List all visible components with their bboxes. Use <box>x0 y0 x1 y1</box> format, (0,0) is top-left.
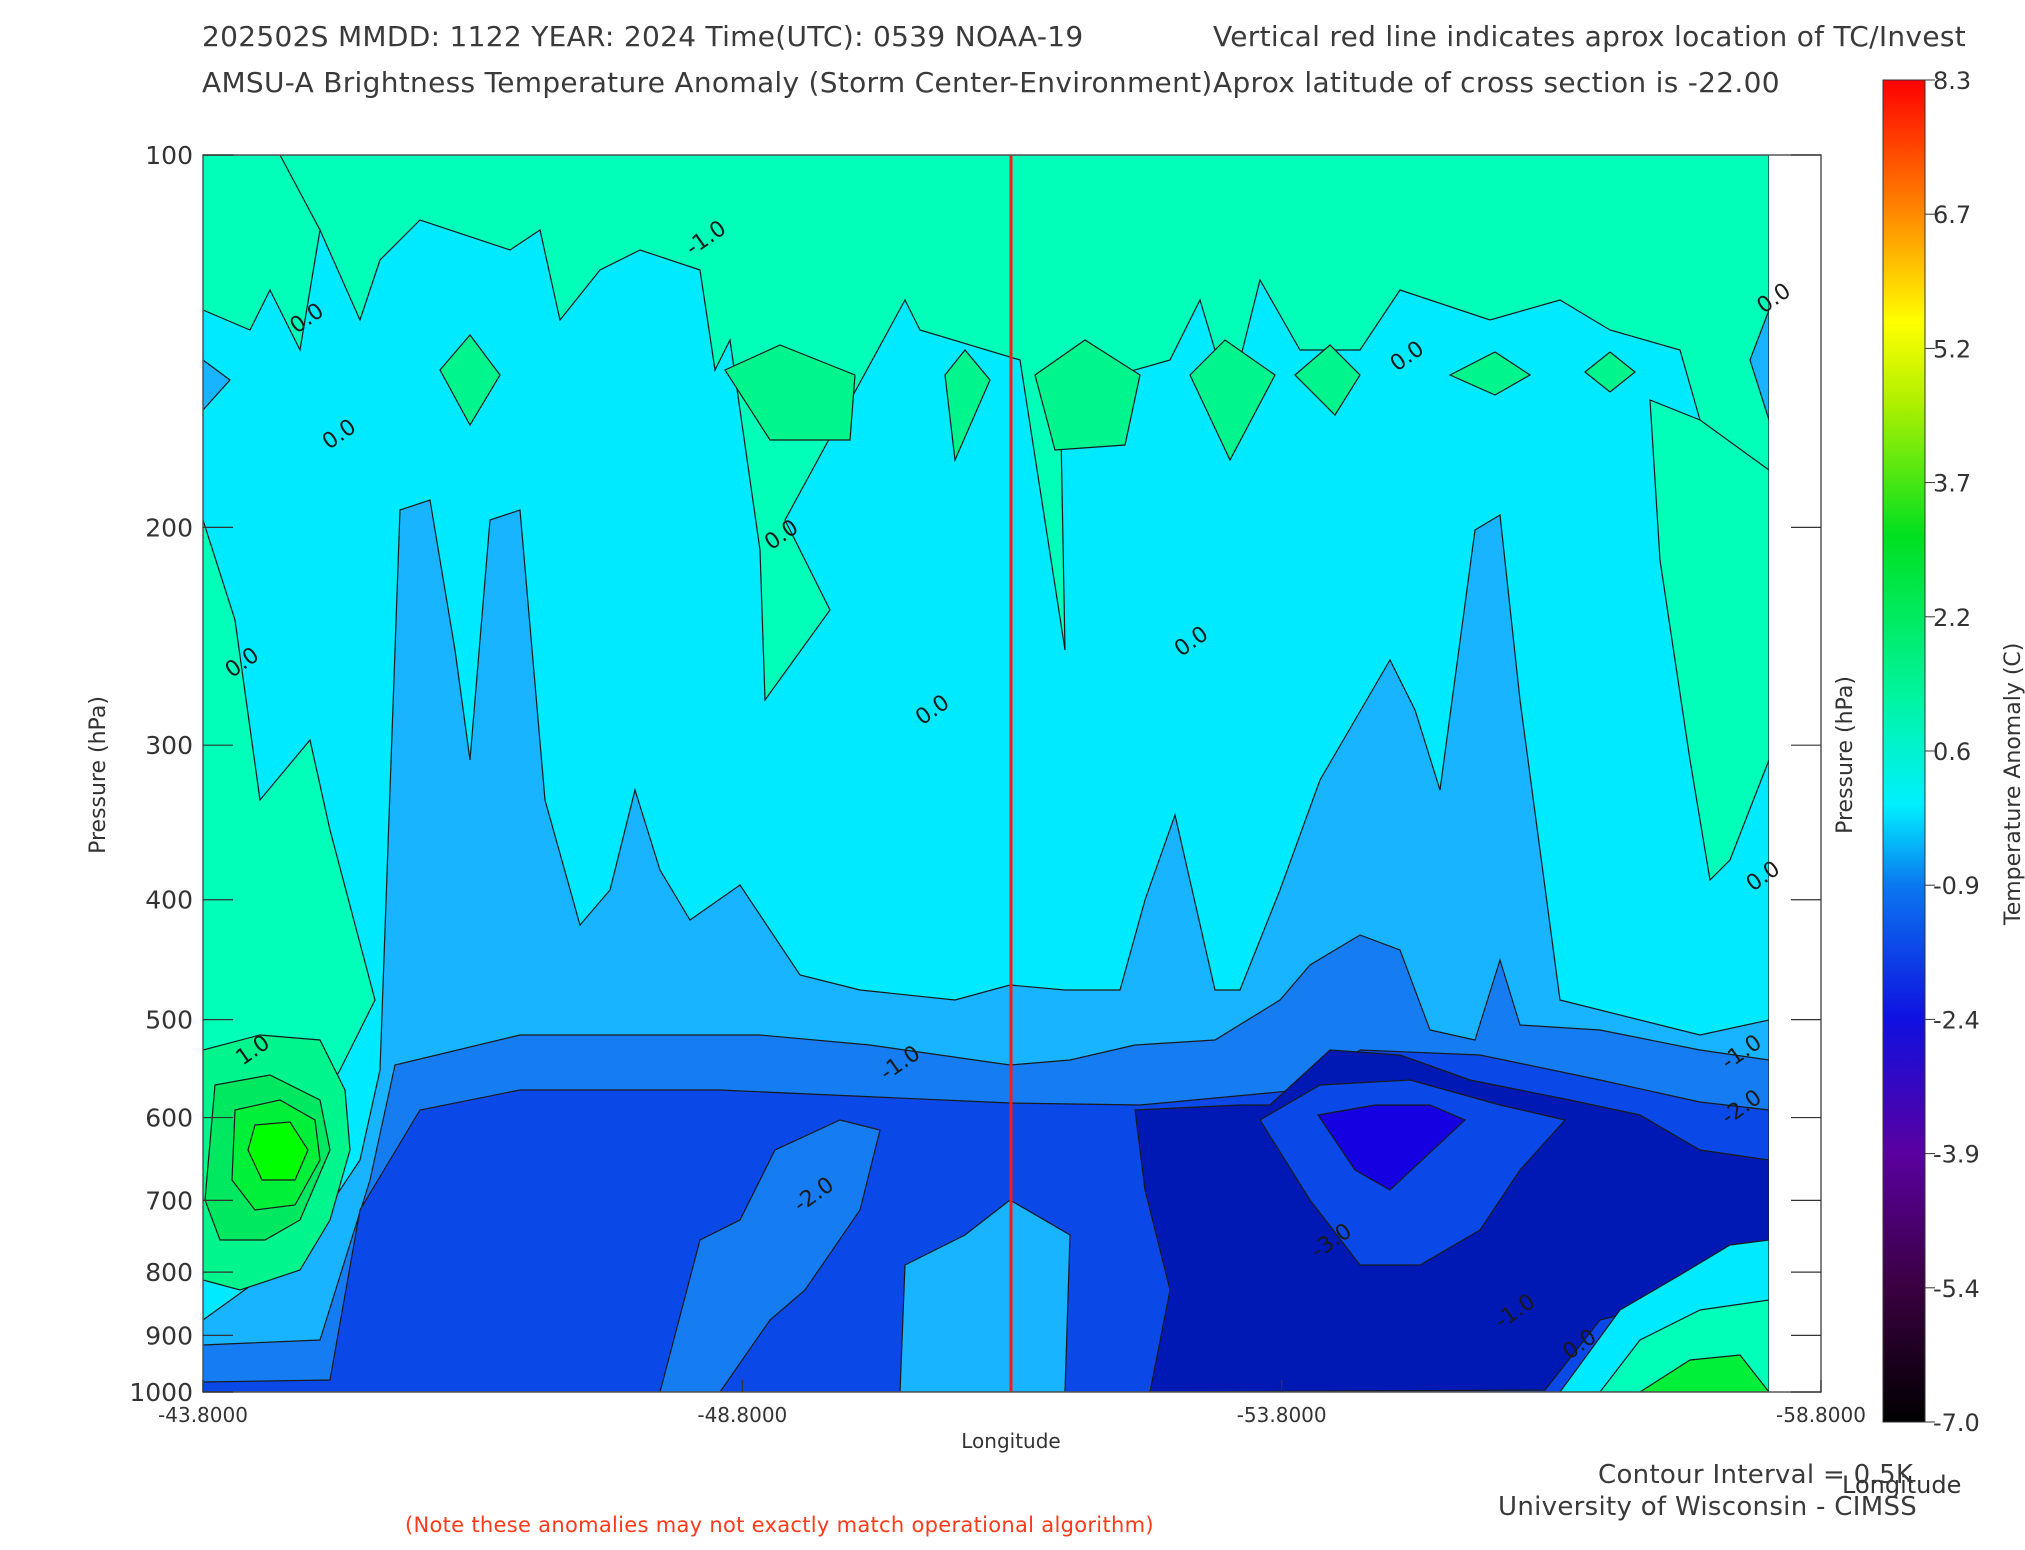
y-tick-label-800: 800 <box>145 1258 193 1287</box>
algorithm-note: (Note these anomalies may not exactly ma… <box>405 1513 1154 1537</box>
y-tick-label-300: 300 <box>145 731 193 760</box>
colorbar-ticks: 8.3 6.7 5.2 3.7 2.2 0.6 -0.9 -2.4 -3.9 -5.4 -7.0 <box>1925 67 1980 1437</box>
colorbar-tick-label-7: -2.4 <box>1933 1006 1980 1034</box>
warm-pocket-a <box>439 334 501 427</box>
y-tick-label-900: 900 <box>145 1321 193 1350</box>
band-left-green <box>203 155 321 352</box>
y-tick-label-700: 700 <box>145 1186 193 1215</box>
y-axis-label: Pressure (hPa) <box>86 696 111 854</box>
warm-pocket-f <box>1294 344 1361 416</box>
pocket-mid-blue-center <box>659 1119 881 1392</box>
y-tick-label-400: 400 <box>145 886 193 915</box>
warm-pocket-d <box>1034 339 1141 451</box>
warm-pocket-bottom-right-core <box>1638 1354 1769 1392</box>
cold-core-min <box>1316 1104 1467 1191</box>
header-line1-left: 202502S MMDD: 1122 YEAR: 2024 Time(UTC):… <box>202 20 1084 53</box>
latitude-note: Aprox latitude of cross section is -22.0… <box>1213 66 1780 99</box>
colorbar-tick-label-9: -5.4 <box>1933 1275 1980 1303</box>
x-axis: -43.8000 -48.8000 -53.8000 -58.8000 <box>158 1380 1866 1427</box>
warm-pocket-h <box>1584 351 1636 393</box>
colorbar-tick-label-6: -0.9 <box>1933 872 1980 900</box>
warm-pocket-b <box>724 344 856 441</box>
plot-frame <box>202 154 1822 1393</box>
band-right-green <box>1649 399 1769 882</box>
warm-core-max <box>247 1121 309 1181</box>
x-tick-label-1: -48.8000 <box>697 1403 787 1427</box>
contour-field <box>203 155 1769 1392</box>
warm-pocket-e <box>1189 339 1276 462</box>
warm-pocket-c <box>944 349 991 463</box>
plot-blank-right <box>1770 156 1820 1391</box>
x2-axis-label: Longitude <box>1842 1471 1961 1499</box>
colorbar-tick-label-0: 8.3 <box>1933 67 1971 95</box>
colorbar-tick-label-3: 3.7 <box>1933 470 1971 498</box>
colorbar-tick-label-5: 0.6 <box>1933 738 1971 766</box>
colorbar-tick-label-10: -7.0 <box>1933 1409 1980 1437</box>
institution-label: University of Wisconsin - CIMSS <box>1498 1492 1918 1522</box>
header-line1-right: Vertical red line indicates aprox locati… <box>1213 20 1967 53</box>
colorbar-tick-label-2: 5.2 <box>1933 335 1971 363</box>
x-axis-label: Longitude <box>961 1429 1060 1453</box>
x-tick-label-3: -58.8000 <box>1776 1403 1866 1427</box>
chart-title: AMSU-A Brightness Temperature Anomaly (S… <box>202 66 1213 99</box>
y-tick-label-600: 600 <box>145 1104 193 1133</box>
colorbar-tick-label-1: 6.7 <box>1933 201 1971 229</box>
y-tick-label-200: 200 <box>145 513 193 542</box>
cold-pocket-top-right <box>1749 309 1769 421</box>
y-tick-label-1000: 1000 <box>129 1378 193 1407</box>
cold-pocket-top-left <box>203 359 231 411</box>
x-tick-label-0: -43.8000 <box>158 1403 248 1427</box>
colorbar-label: Temperature Anomaly (C) <box>2001 643 2025 926</box>
y-tick-label-100: 100 <box>145 141 193 170</box>
colorbar-tick-label-8: -3.9 <box>1933 1141 1980 1169</box>
x-tick-label-2: -53.8000 <box>1237 1403 1327 1427</box>
y2-axis-label: Pressure (hPa) <box>1833 676 1858 834</box>
y-tick-label-500: 500 <box>145 1006 193 1035</box>
colorbar <box>1882 79 1926 1423</box>
contour-interval-label: Contour Interval = 0.5K <box>1598 1460 1914 1490</box>
colorbar-tick-label-4: 2.2 <box>1933 604 1971 632</box>
warm-pocket-g <box>1448 351 1532 396</box>
y-axis: 100 200 300 400 500 600 700 800 900 1000 <box>129 141 1821 1407</box>
